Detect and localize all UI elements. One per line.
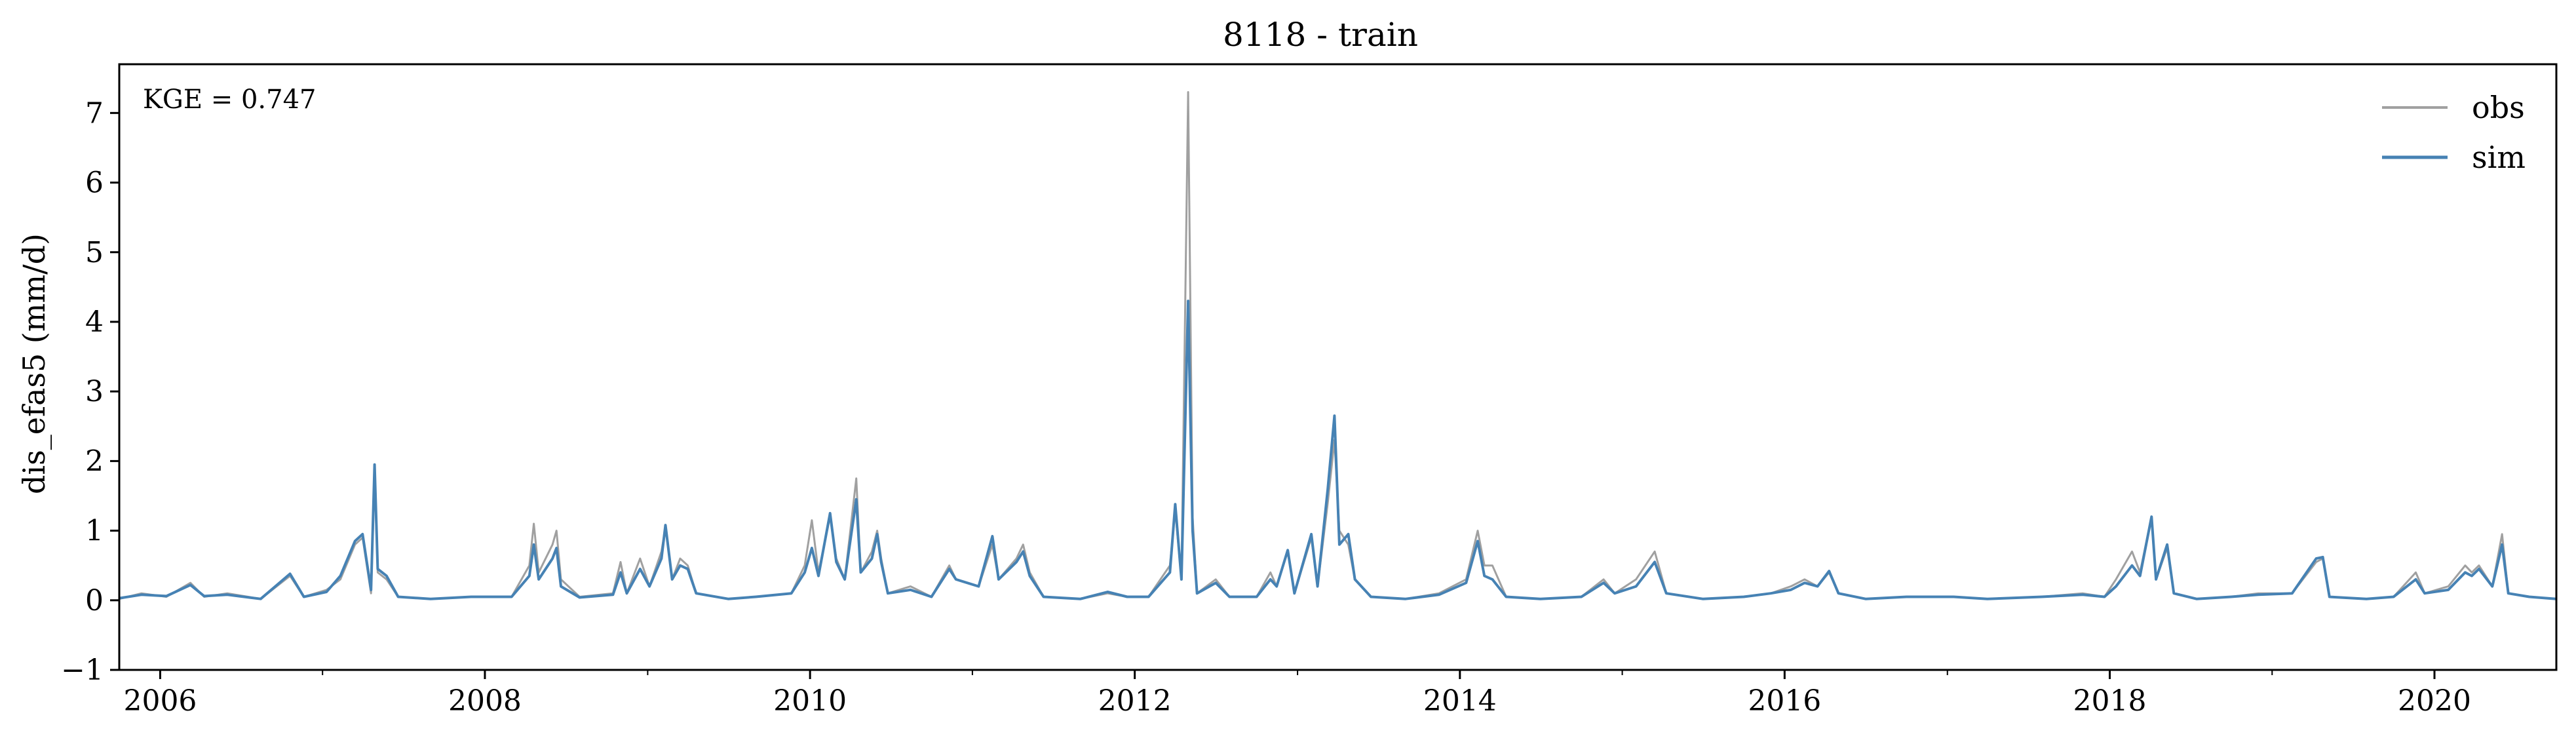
y-axis-label: dis_efas5 (mm/d) — [16, 233, 52, 494]
x-tick-label: 2016 — [1748, 684, 1821, 718]
y-axis-ticks: −1 0 1 2 3 4 5 6 7 — [61, 96, 119, 687]
y-tick-label: 2 — [85, 444, 104, 478]
y-tick-label: 3 — [85, 375, 104, 408]
y-tick-label: 6 — [85, 166, 104, 200]
y-tick-label: 7 — [85, 96, 104, 130]
obs-series-line — [119, 91, 2557, 600]
y-tick-label: 0 — [85, 584, 104, 617]
legend-obs-label: obs — [2472, 90, 2525, 125]
y-tick-label: −1 — [61, 654, 104, 687]
sim-series — [119, 300, 2557, 600]
kge-annotation: KGE = 0.747 — [143, 85, 317, 115]
y-tick-label: 1 — [85, 515, 104, 548]
axes-frame — [118, 63, 2558, 671]
x-tick-label: 2010 — [773, 684, 847, 718]
sim-series-line — [119, 300, 2557, 600]
y-tick-label: 5 — [85, 236, 104, 269]
y-tick-label: 4 — [85, 305, 104, 339]
legend: obs sim — [2382, 90, 2526, 175]
legend-sim-label: sim — [2472, 140, 2526, 175]
x-tick-label: 2020 — [2398, 684, 2471, 718]
plot-area — [119, 91, 2557, 600]
x-axis-ticks: 2006 2008 2010 2012 2014 2016 2018 2020 — [123, 670, 2471, 718]
x-tick-label: 2018 — [2073, 684, 2147, 718]
x-tick-label: 2008 — [448, 684, 522, 718]
x-tick-label: 2014 — [1423, 684, 1497, 718]
obs-series — [119, 91, 2557, 600]
chart-title: 8118 - train — [1223, 16, 1418, 54]
x-tick-label: 2012 — [1098, 684, 1172, 718]
x-tick-label: 2006 — [123, 684, 197, 718]
